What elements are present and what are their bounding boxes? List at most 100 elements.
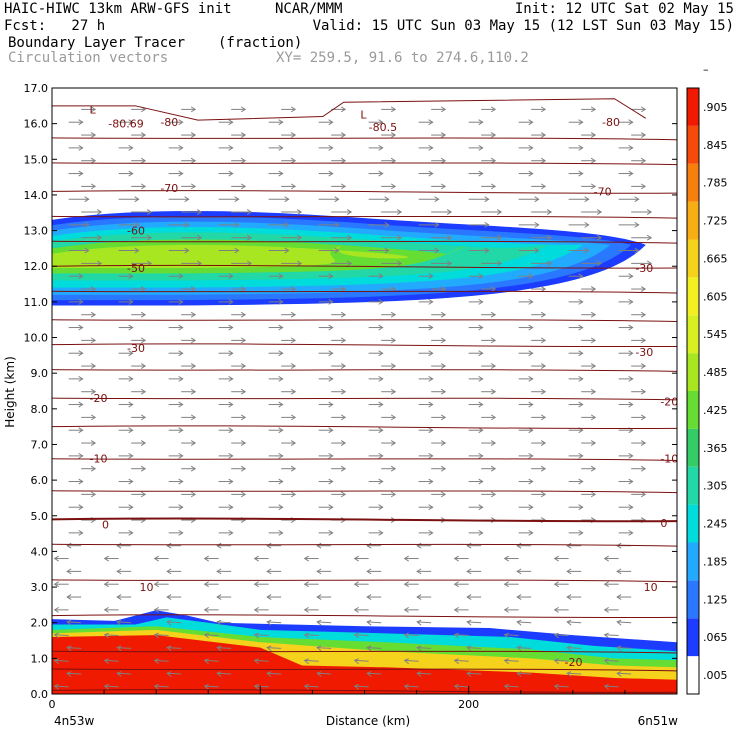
vector-arrow-head (253, 555, 259, 562)
vector-arrow-head (253, 658, 259, 665)
colorbar-swatch (687, 163, 699, 202)
vector-arrow-head (190, 286, 197, 292)
temperature-contour (52, 190, 677, 194)
vector-arrow-head (440, 440, 447, 446)
colorbar-label: .185 (703, 555, 728, 568)
forecast-hour: Fcst: 27 h (4, 18, 106, 34)
vector-arrow-head (240, 363, 247, 369)
vector-arrow-head (328, 119, 334, 126)
vector-arrow-head (78, 144, 84, 151)
contour-label: -80.5 (369, 121, 397, 134)
vector-arrow-head (553, 658, 559, 665)
vector-arrow-head (578, 170, 584, 177)
vector-arrow-head (466, 645, 472, 652)
vector-arrow-head (228, 170, 234, 177)
vector-arrow-head (278, 452, 284, 459)
vector-arrow-head (278, 478, 284, 485)
vector-arrow-head (416, 671, 422, 677)
contour-label: 0 (660, 517, 667, 530)
vector-arrow-head (296, 209, 303, 215)
vector-arrow-head (240, 414, 247, 421)
vector-arrow-head (484, 247, 490, 254)
vector-arrow (567, 672, 582, 675)
vector-arrow-head (540, 388, 547, 395)
vector-arrow-head (578, 478, 584, 485)
vector-arrow-head (440, 388, 447, 395)
colorbar-label: .785 (703, 177, 728, 190)
vector-arrow-head (90, 286, 97, 292)
vector-arrow-head (496, 260, 503, 267)
vector-arrow-head (84, 196, 90, 203)
vector-arrow (54, 685, 69, 688)
vector-arrow-head (90, 491, 97, 498)
vector-arrow-head (78, 170, 84, 177)
vector-arrow-head (278, 273, 284, 280)
vector-arrow (204, 659, 219, 662)
vector-arrow (67, 672, 82, 675)
vector-arrow-head (390, 440, 397, 446)
vector-arrow-head (566, 594, 572, 600)
vector-arrow-head (540, 157, 547, 164)
vector-arrow-head (140, 491, 147, 498)
vector-arrow-head (490, 106, 497, 113)
vector-arrow-head (578, 401, 584, 408)
vector-arrow-head (440, 157, 447, 164)
y-tick-label: 13.0 (24, 225, 49, 238)
vector-arrow-head (290, 491, 297, 498)
vector-arrow-head (478, 478, 484, 485)
vector-arrow-head (553, 581, 559, 588)
vector-arrow (554, 659, 569, 662)
vector-arrow (367, 621, 382, 624)
vector-arrow-head (553, 606, 559, 613)
vector-arrow-head (428, 119, 434, 126)
vector-arrow-head (403, 632, 409, 639)
colorbar-label: – (703, 63, 709, 76)
vector-arrow-head (140, 414, 147, 421)
vector-arrow (267, 621, 282, 624)
vector-arrow-head (540, 132, 547, 138)
vector-arrow-head (628, 375, 634, 382)
temperature-contour (52, 458, 677, 462)
temperature-contour (52, 264, 677, 269)
colorbar-swatch (687, 88, 699, 126)
vector-arrow-head (166, 568, 172, 575)
vector-arrow-head (190, 311, 197, 318)
vector-arrow-head (290, 337, 297, 344)
colorbar-swatch (687, 391, 699, 429)
contour-label: -30 (635, 262, 653, 275)
vector-arrow-head (453, 683, 459, 690)
vector-arrow-head (390, 363, 397, 369)
vector-arrow-head (303, 632, 309, 639)
colorbar-swatch (687, 618, 699, 657)
vector-arrow-head (253, 632, 259, 639)
vector-arrow-head (390, 157, 397, 164)
vector-arrow-head (228, 401, 234, 408)
vector-arrow-head (516, 568, 522, 575)
vector-arrow-head (390, 132, 397, 138)
vector-arrow-head (290, 388, 297, 395)
vector-arrow-head (240, 465, 247, 472)
vector-arrow (454, 659, 469, 662)
field-name: Boundary Layer Tracer (8, 35, 186, 51)
vector-arrow-head (628, 119, 634, 126)
vector-arrow-head (466, 568, 472, 575)
vector-arrow-head (628, 504, 634, 511)
vector-arrow (254, 634, 269, 637)
vector-arrow-head (528, 478, 534, 485)
vector-arrow (404, 685, 419, 688)
vector-arrow-head (228, 144, 234, 151)
vector-arrow-head (290, 414, 297, 421)
vector-arrow-head (534, 221, 540, 228)
field-units: (fraction) (218, 35, 303, 51)
vector-arrow-head (528, 324, 534, 331)
vector-arrow (467, 647, 482, 649)
vector-arrow (167, 672, 182, 675)
vector-arrow-head (640, 286, 647, 292)
vector-arrow-head (378, 298, 384, 305)
vector-arrow-head (390, 286, 397, 292)
vector-arrow (567, 621, 582, 624)
vector-arrow-head (390, 311, 397, 318)
temperature-contour (52, 319, 677, 322)
vector-arrow-head (116, 619, 122, 626)
vector-arrow-head (203, 632, 209, 639)
